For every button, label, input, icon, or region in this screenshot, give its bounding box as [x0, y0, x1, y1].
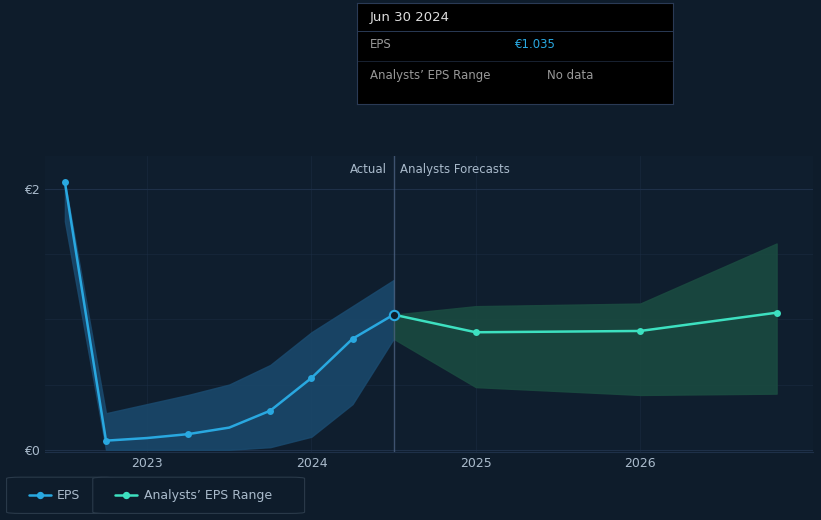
Point — [58, 178, 71, 186]
Point — [770, 308, 783, 317]
Point — [33, 491, 46, 499]
Point — [387, 310, 400, 319]
Text: €1.035: €1.035 — [516, 38, 556, 51]
Point — [470, 328, 483, 336]
Text: EPS: EPS — [369, 38, 392, 51]
Text: Actual: Actual — [350, 163, 387, 176]
FancyBboxPatch shape — [7, 477, 115, 513]
Point — [346, 335, 359, 343]
Text: Jun 30 2024: Jun 30 2024 — [369, 11, 450, 24]
FancyBboxPatch shape — [93, 477, 305, 513]
Text: Analysts’ EPS Range: Analysts’ EPS Range — [144, 489, 272, 502]
Point — [305, 374, 318, 382]
Point — [120, 491, 133, 499]
Point — [634, 327, 647, 335]
Point — [99, 436, 112, 445]
Text: No data: No data — [547, 69, 593, 82]
Text: EPS: EPS — [57, 489, 80, 502]
Text: Analysts Forecasts: Analysts Forecasts — [400, 163, 510, 176]
Point — [264, 407, 277, 415]
Point — [181, 430, 195, 438]
Text: Analysts’ EPS Range: Analysts’ EPS Range — [369, 69, 490, 82]
